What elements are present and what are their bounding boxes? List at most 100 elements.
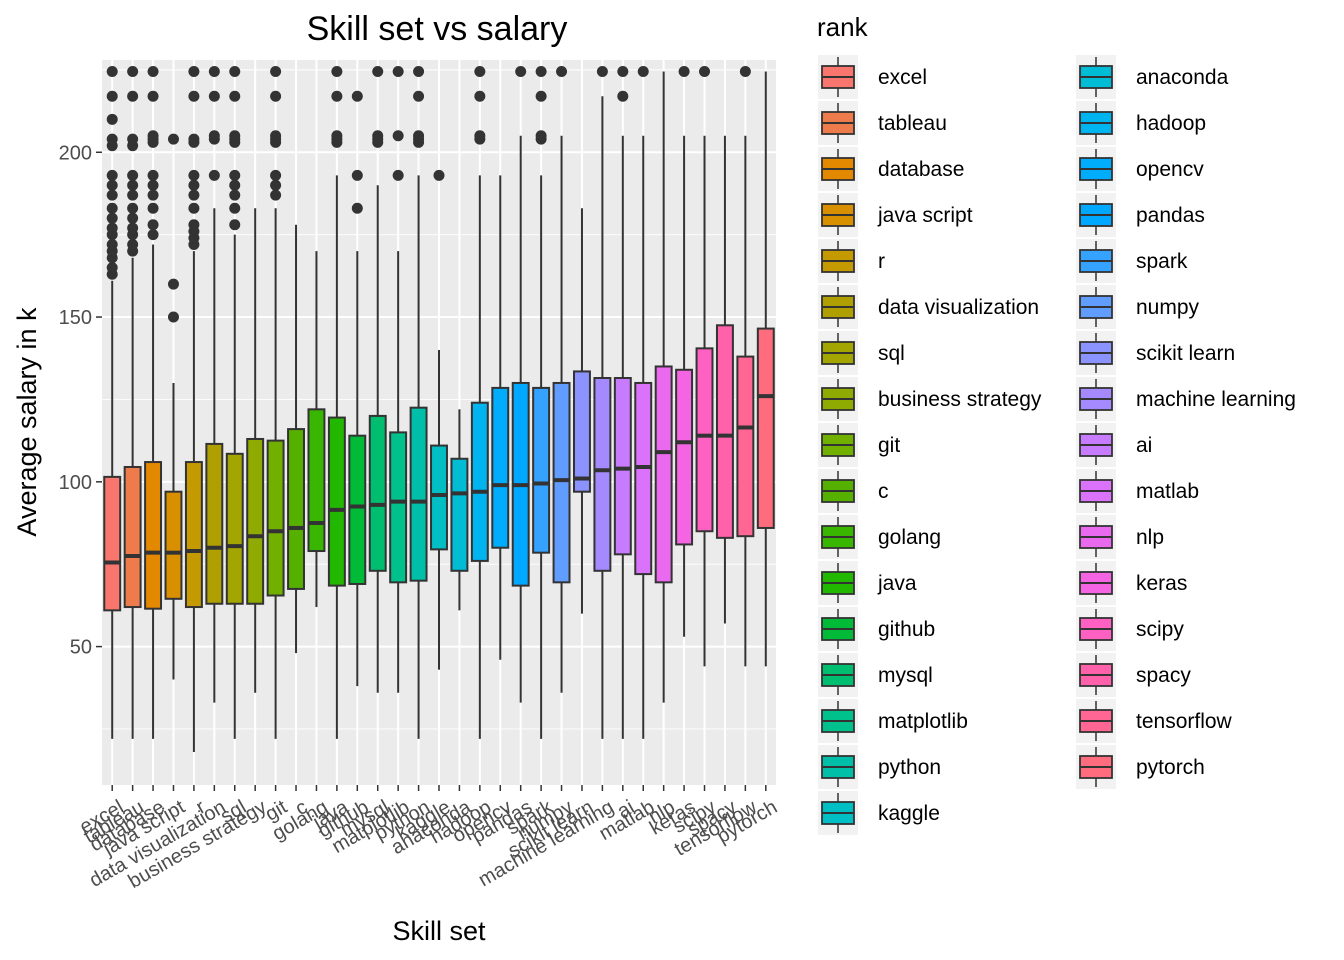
box-body	[675, 368, 694, 546]
outlier-point	[147, 90, 159, 102]
box-matlab	[634, 66, 653, 739]
box-machine-learning	[593, 66, 612, 739]
legend-label: mysql	[878, 664, 933, 687]
box-pytorch	[756, 71, 775, 667]
box-body	[368, 414, 387, 572]
box-java-script	[164, 133, 183, 680]
box-mysql	[368, 66, 387, 693]
outlier-point	[699, 66, 711, 78]
legend-item: sql	[818, 331, 905, 375]
outlier-point	[147, 189, 159, 201]
outlier-point	[127, 202, 139, 214]
outlier-point	[106, 113, 118, 125]
legend-item: ai	[1076, 423, 1152, 467]
outlier-point	[167, 278, 179, 290]
legend-item: spark	[1076, 239, 1188, 283]
box-python	[409, 66, 428, 739]
legend-label: pandas	[1136, 204, 1205, 227]
outlier-point	[147, 169, 159, 181]
legend-item: pytorch	[1076, 745, 1205, 789]
box-body	[389, 431, 408, 584]
legend-label: r	[878, 250, 885, 273]
legend-item: tensorflow	[1076, 699, 1233, 743]
box-matplotlib	[389, 66, 408, 693]
box-body	[715, 324, 734, 539]
legend-item: data visualization	[818, 285, 1039, 329]
outlier-point	[188, 169, 200, 181]
outlier-point	[106, 262, 118, 274]
outlier-point	[372, 66, 384, 78]
legend-item: hadoop	[1076, 101, 1206, 145]
legend-item: numpy	[1076, 285, 1200, 329]
legend-label: keras	[1136, 572, 1187, 595]
box-business-strategy	[246, 208, 265, 693]
legend-label: database	[878, 158, 964, 181]
outlier-point	[106, 179, 118, 191]
outlier-point	[167, 133, 179, 145]
outlier-point	[208, 130, 220, 142]
outlier-point	[270, 130, 282, 142]
outlier-point	[413, 66, 425, 78]
y-axis: 50 100 150 200	[59, 142, 102, 659]
boxes-layer	[103, 66, 775, 753]
outlier-point	[188, 133, 200, 145]
legend-label: kaggle	[878, 802, 940, 825]
outlier-point	[229, 189, 241, 201]
outlier-point	[188, 179, 200, 191]
outlier-point	[392, 169, 404, 181]
outlier-point	[556, 66, 568, 78]
outlier-point	[127, 66, 139, 78]
box-body	[348, 434, 367, 585]
outlier-point	[270, 179, 282, 191]
outlier-point	[331, 66, 343, 78]
legend-item: scikit learn	[1076, 331, 1235, 375]
outlier-point	[617, 90, 629, 102]
outlier-point	[188, 90, 200, 102]
outlier-point	[617, 66, 629, 78]
box-java	[327, 66, 346, 739]
legend-label: sql	[878, 342, 905, 365]
legend-label: anaconda	[1136, 66, 1229, 89]
box-body	[327, 416, 346, 587]
box-scikit-learn	[573, 208, 591, 614]
legend-item: java script	[818, 193, 973, 237]
outlier-point	[106, 133, 118, 145]
outlier-point	[127, 189, 139, 201]
outlier-point	[147, 229, 159, 241]
legend-item: machine learning	[1076, 377, 1296, 421]
outlier-point	[535, 90, 547, 102]
chart-title: Skill set vs salary	[307, 10, 568, 48]
legend-item: nlp	[1076, 515, 1164, 559]
outlier-point	[270, 90, 282, 102]
outlier-point	[106, 212, 118, 224]
box-sql	[225, 66, 244, 739]
legend-item: mysql	[818, 653, 933, 697]
y-axis-title: Average salary in k	[12, 307, 42, 537]
legend-label: spacy	[1136, 664, 1191, 687]
legend-label: scikit learn	[1136, 342, 1235, 365]
box-nlp	[654, 71, 673, 703]
box-opencv	[491, 175, 510, 660]
outlier-point	[208, 169, 220, 181]
box-body	[225, 452, 244, 605]
outlier-point	[535, 66, 547, 78]
box-body	[736, 355, 755, 538]
legend-label: scipy	[1136, 618, 1184, 641]
outlier-point	[106, 66, 118, 78]
legend-label: data visualization	[878, 296, 1039, 319]
outlier-point	[270, 169, 282, 181]
outlier-point	[106, 189, 118, 201]
outlier-point	[433, 169, 445, 181]
outlier-point	[474, 130, 486, 142]
legend-label: opencv	[1136, 158, 1204, 181]
box-tensorflow	[736, 66, 755, 667]
outlier-point	[167, 311, 179, 323]
legend-item: matlab	[1076, 469, 1199, 513]
y-tick-label: 50	[70, 637, 92, 659]
outlier-point	[637, 66, 649, 78]
legend-label: excel	[878, 66, 927, 89]
box-body	[634, 381, 653, 576]
outlier-point	[678, 66, 690, 78]
box-body	[613, 377, 632, 556]
